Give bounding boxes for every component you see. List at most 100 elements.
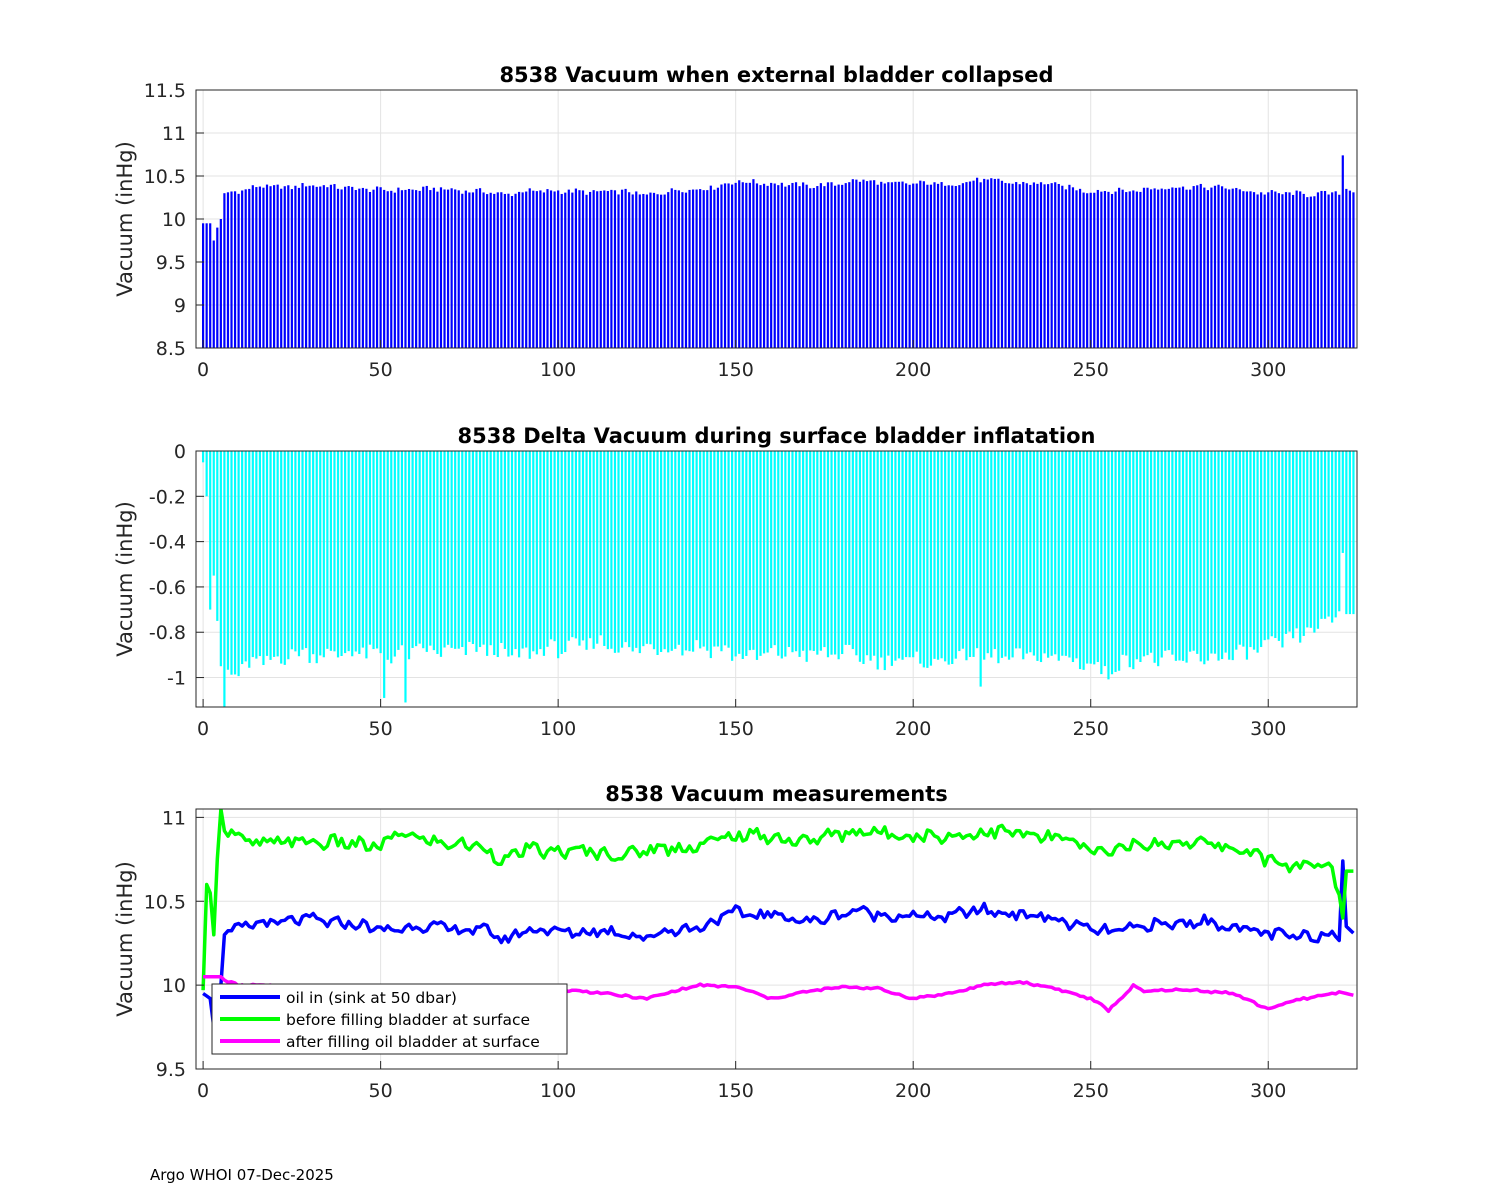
bar	[1341, 155, 1344, 348]
bar	[1018, 451, 1021, 649]
bar	[273, 185, 276, 348]
bar	[926, 184, 929, 348]
bar	[1054, 182, 1057, 348]
bar	[1160, 451, 1163, 658]
bar	[290, 189, 293, 348]
bar	[656, 194, 659, 348]
bar	[315, 186, 318, 348]
bar	[745, 182, 748, 348]
bar	[873, 451, 876, 656]
bar	[1000, 451, 1004, 658]
bar	[699, 451, 702, 649]
bar	[471, 451, 475, 645]
bar	[1235, 451, 1238, 650]
bar	[642, 193, 645, 348]
bar	[457, 451, 460, 649]
bar	[1142, 187, 1146, 348]
bar	[1128, 191, 1131, 348]
bar	[297, 187, 301, 348]
x-tick-label: 50	[369, 718, 393, 740]
bar	[517, 451, 521, 658]
bar	[638, 451, 641, 654]
x-tick-label: 100	[540, 359, 576, 381]
bar	[280, 188, 283, 348]
bar	[1050, 451, 1053, 656]
bar	[979, 451, 982, 687]
bar	[965, 182, 968, 348]
bar	[1174, 187, 1178, 348]
bar	[851, 451, 854, 650]
bar	[752, 451, 755, 650]
bar	[517, 191, 521, 348]
bar	[1299, 191, 1302, 348]
bar	[1245, 191, 1249, 348]
bar	[532, 451, 535, 652]
bar	[1192, 186, 1195, 348]
bar	[596, 451, 599, 644]
bar	[1348, 190, 1351, 348]
bar	[265, 451, 269, 656]
bar	[514, 451, 517, 650]
bar	[670, 188, 673, 348]
x-tick-label: 50	[369, 359, 393, 381]
bar	[1146, 451, 1149, 656]
bar	[1345, 188, 1348, 348]
bar	[574, 451, 577, 639]
x-tick-label: 250	[1073, 718, 1109, 740]
bar	[564, 192, 567, 348]
bar	[968, 451, 972, 657]
bar	[1295, 451, 1298, 629]
bar	[439, 451, 443, 657]
bar	[1164, 451, 1167, 651]
bar	[919, 180, 922, 348]
bar	[265, 184, 269, 348]
bar	[1011, 183, 1014, 348]
bar	[553, 451, 556, 642]
bar	[993, 178, 996, 348]
bar	[1036, 183, 1039, 348]
bar	[841, 451, 844, 655]
bar	[1089, 192, 1092, 348]
bar	[865, 181, 869, 348]
bar	[1267, 451, 1270, 640]
bar	[773, 183, 776, 348]
bar	[681, 451, 684, 656]
bar	[638, 194, 641, 348]
bar	[954, 451, 957, 659]
bar	[912, 451, 915, 658]
y-tick-label: 0	[174, 441, 186, 463]
bar	[1284, 451, 1288, 634]
bar	[1238, 451, 1241, 645]
bar	[635, 451, 638, 648]
bar	[890, 182, 893, 348]
bar	[507, 451, 510, 657]
bar	[1249, 191, 1252, 348]
bar	[929, 184, 933, 348]
bar	[1192, 451, 1195, 651]
bar	[947, 185, 950, 348]
bar	[1267, 192, 1270, 348]
bar	[1153, 451, 1156, 663]
bar	[702, 190, 705, 348]
bar	[1110, 193, 1114, 348]
bar	[1199, 183, 1202, 348]
bar	[1157, 189, 1160, 348]
bar-series	[202, 155, 1355, 348]
bar	[848, 182, 851, 348]
bar	[329, 451, 333, 651]
bar	[986, 179, 989, 348]
bar	[990, 178, 993, 348]
bar	[372, 189, 375, 348]
bar	[894, 181, 897, 348]
bar	[216, 451, 219, 621]
bar	[1220, 451, 1224, 660]
bar	[383, 451, 386, 698]
bar	[315, 451, 318, 664]
bar	[819, 183, 822, 348]
bar	[805, 184, 808, 348]
bar	[258, 186, 262, 348]
bar	[336, 451, 340, 658]
bar	[233, 451, 237, 675]
bar	[397, 187, 400, 348]
bar	[351, 186, 354, 348]
